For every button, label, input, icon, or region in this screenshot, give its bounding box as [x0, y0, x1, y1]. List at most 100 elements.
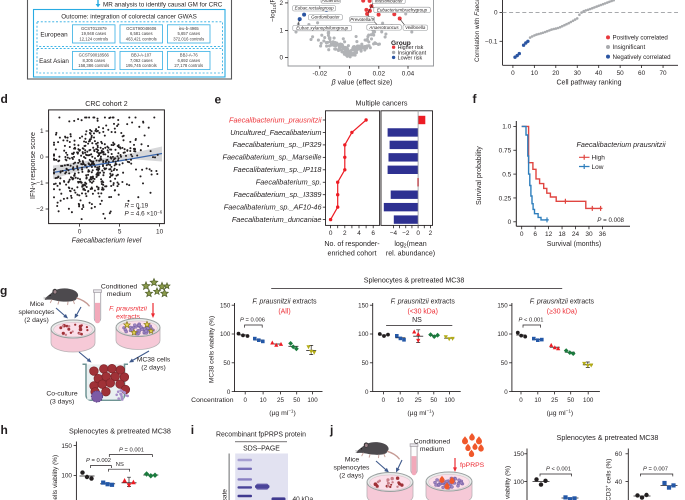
svg-text:0: 0	[494, 10, 498, 17]
svg-text:50: 50	[501, 360, 508, 367]
svg-text:10: 10	[156, 228, 164, 235]
svg-text:NS: NS	[116, 462, 124, 468]
svg-text:463,421 controls: 463,421 controls	[126, 36, 157, 41]
svg-text:10: 10	[397, 397, 404, 404]
svg-text:Correlation with Faecalibacter: Correlation with Faecalibacterium level	[474, 0, 481, 62]
svg-text:f: f	[473, 92, 478, 106]
svg-text:R: R	[125, 203, 130, 210]
svg-text:100: 100	[444, 397, 455, 404]
svg-text:0: 0	[519, 397, 523, 404]
svg-text:6,581 cases: 6,581 cases	[130, 31, 153, 36]
svg-text:0.5: 0.5	[502, 171, 511, 178]
svg-text:Eubac.rectalegroup: Eubac.rectalegroup	[295, 6, 335, 11]
svg-text:50: 50	[293, 397, 300, 404]
svg-text:Group: Group	[391, 40, 411, 47]
svg-text:medium: medium	[107, 291, 132, 298]
svg-text:8,305 cases: 8,305 cases	[82, 58, 105, 63]
svg-text:log2(mean: log2(mean	[394, 240, 426, 250]
svg-text:splenocytes: splenocytes	[334, 465, 370, 472]
svg-text:195,745 controls: 195,745 controls	[126, 63, 157, 68]
svg-text:50: 50	[362, 360, 369, 367]
svg-text:P = 0.008: P = 0.008	[597, 217, 624, 224]
svg-text:= 4.6 ×10−6: = 4.6 ×10−6	[131, 210, 163, 218]
svg-text:IFN-γ response score: IFN-γ response score	[30, 132, 37, 199]
svg-text:27,178 controls: 27,178 controls	[174, 63, 203, 68]
svg-text:40: 40	[595, 70, 603, 77]
svg-text:Low: Low	[592, 164, 604, 171]
svg-text:1.0: 1.0	[502, 124, 511, 131]
svg-text:0: 0	[382, 397, 386, 404]
svg-text:Faecalibacterium_prausnitzii: Faecalibacterium_prausnitzii	[229, 115, 322, 124]
svg-text:100: 100	[583, 397, 594, 404]
svg-text:100: 100	[497, 331, 508, 338]
svg-text:0: 0	[329, 230, 333, 237]
svg-text:F. prausnitzii: F. prausnitzii	[109, 305, 147, 312]
svg-text:0: 0	[227, 389, 231, 396]
svg-text:extracts: extracts	[116, 313, 140, 320]
svg-text:(All): (All)	[278, 309, 290, 316]
svg-text:h: h	[1, 423, 8, 437]
svg-text:East Asian: East Asian	[39, 58, 69, 65]
svg-text:30: 30	[574, 70, 582, 77]
svg-text:Anaerost: Anaerost	[321, 0, 341, 3]
svg-text:Insignificant: Insignificant	[613, 44, 646, 51]
svg-text:MC38 cells viability (%): MC38 cells viability (%)	[505, 466, 512, 500]
svg-text:10: 10	[531, 70, 539, 77]
svg-text:Cell pathway ranking: Cell pathway ranking	[557, 80, 622, 87]
svg-text:Lysate: Lysate	[222, 489, 229, 500]
svg-text:6: 6	[371, 230, 375, 237]
svg-text:25: 25	[551, 397, 558, 404]
svg-text:Mice: Mice	[30, 301, 45, 308]
svg-text:0.75: 0.75	[499, 148, 512, 155]
svg-text:= 0.19: = 0.19	[131, 203, 149, 210]
svg-text:BBJ-A-76: BBJ-A-76	[180, 53, 199, 58]
svg-text:Veillonella: Veillonella	[405, 25, 426, 30]
svg-text:Faecalibaterium_duncaniae: Faecalibaterium_duncaniae	[232, 215, 322, 224]
svg-text:0.04: 0.04	[402, 71, 415, 78]
svg-text:Gordonibacter: Gordonibacter	[311, 15, 340, 20]
svg-text:P < 0.001: P < 0.001	[519, 318, 544, 324]
svg-text:P = 0.006: P = 0.006	[240, 318, 265, 324]
svg-text:medium: medium	[420, 446, 445, 453]
svg-text:P = 0.002: P = 0.002	[86, 458, 111, 464]
svg-text:P = 0.001: P = 0.001	[119, 447, 144, 453]
svg-text:Conditioned: Conditioned	[101, 283, 137, 290]
svg-text:Recombinant fpPRPS protein: Recombinant fpPRPS protein	[216, 432, 306, 439]
svg-text:−2: −2	[402, 230, 410, 237]
svg-text:24: 24	[572, 231, 580, 238]
svg-text:Faecalibaterium_sp._IP329: Faecalibaterium_sp._IP329	[233, 140, 322, 149]
svg-text:−2: −2	[36, 206, 44, 213]
svg-text:19,948 cases: 19,948 cases	[81, 31, 106, 36]
svg-text:7,062 cases: 7,062 cases	[130, 58, 153, 63]
svg-text:18: 18	[558, 231, 566, 238]
svg-text:NS: NS	[412, 317, 422, 324]
svg-text:100: 100	[61, 473, 72, 480]
svg-text:372,016 controls: 372,016 controls	[173, 36, 204, 41]
svg-text:Lower risk: Lower risk	[398, 55, 423, 61]
svg-text:2: 2	[343, 230, 347, 237]
svg-text:−1: −1	[36, 180, 44, 187]
svg-text:Faecalibaterium_sp.: Faecalibaterium_sp.	[256, 178, 322, 187]
svg-text:0: 0	[40, 154, 44, 161]
svg-text:e: e	[215, 93, 222, 107]
svg-text:50: 50	[617, 70, 625, 77]
svg-text:0: 0	[504, 389, 508, 396]
svg-text:20: 20	[552, 70, 560, 77]
svg-text:Faecalibaterium_sp._AF10-46: Faecalibaterium_sp._AF10-46	[224, 202, 323, 211]
svg-text:Mice: Mice	[345, 457, 360, 464]
svg-text:Prevotella/9: Prevotella/9	[350, 17, 374, 22]
svg-text:25: 25	[277, 397, 284, 404]
svg-text:50: 50	[567, 397, 574, 404]
svg-text:(µg ml−1): (µg ml−1)	[269, 409, 296, 417]
svg-text:50: 50	[223, 360, 230, 367]
svg-text:(2 days): (2 days)	[141, 364, 166, 371]
svg-text:0: 0	[348, 71, 352, 78]
svg-text:d: d	[1, 92, 8, 106]
svg-text:CD3+ cells (%): CD3+ cells (%)	[605, 459, 613, 500]
svg-text:Splenocytes & pretreated MC38: Splenocytes & pretreated MC38	[557, 433, 659, 442]
svg-text:(2 days): (2 days)	[339, 473, 364, 480]
svg-text:j: j	[329, 423, 333, 437]
svg-text:P = 0.007: P = 0.007	[643, 467, 668, 473]
svg-text:(2 days): (2 days)	[24, 317, 49, 324]
svg-text:GCST012879: GCST012879	[81, 26, 107, 31]
